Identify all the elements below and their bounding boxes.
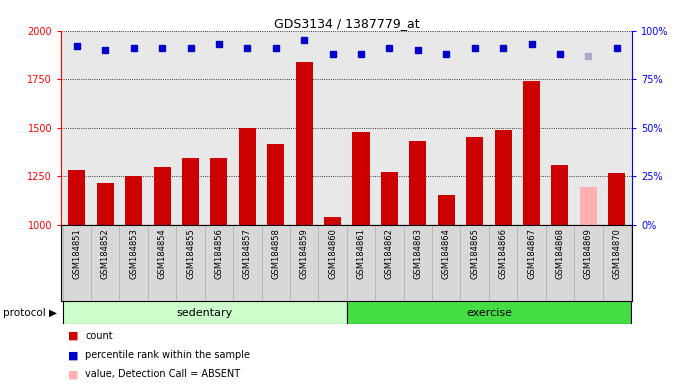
Bar (290, 225, 318, 301)
Text: GSM184853: GSM184853 (129, 228, 138, 279)
Text: GSM184852: GSM184852 (101, 228, 109, 279)
Text: GSM184851: GSM184851 (72, 228, 82, 279)
Bar (205, 225, 233, 301)
Bar (460, 225, 489, 301)
Text: protocol ▶: protocol ▶ (3, 308, 57, 318)
Bar (602, 225, 631, 301)
Bar (262, 225, 290, 301)
Bar (489, 225, 517, 301)
Text: GSM184864: GSM184864 (442, 228, 451, 279)
Bar (324, 217, 341, 225)
Bar (352, 132, 369, 225)
Bar (381, 172, 398, 225)
Bar (210, 158, 227, 225)
Bar (267, 144, 284, 225)
Bar (120, 225, 148, 301)
Bar (318, 225, 347, 301)
Bar (432, 225, 460, 301)
Text: GSM184863: GSM184863 (413, 228, 422, 280)
Text: GSM184858: GSM184858 (271, 228, 280, 279)
Text: GSM184857: GSM184857 (243, 228, 252, 279)
Bar (63, 301, 347, 324)
Bar (494, 130, 511, 225)
Bar (296, 62, 313, 225)
Text: GSM184867: GSM184867 (527, 228, 536, 280)
Bar (580, 187, 597, 225)
Bar (154, 167, 171, 225)
Text: exercise: exercise (466, 308, 512, 318)
Bar (517, 225, 546, 301)
Text: value, Detection Call = ABSENT: value, Detection Call = ABSENT (85, 369, 240, 379)
Title: GDS3134 / 1387779_at: GDS3134 / 1387779_at (274, 17, 420, 30)
Bar (176, 225, 205, 301)
Bar (148, 225, 176, 301)
Bar (233, 225, 262, 301)
Text: GSM184860: GSM184860 (328, 228, 337, 279)
Text: GSM184870: GSM184870 (612, 228, 622, 279)
Text: GSM184861: GSM184861 (356, 228, 366, 279)
Bar (68, 170, 86, 225)
Text: ■: ■ (68, 331, 78, 341)
Bar (91, 225, 120, 301)
Bar (347, 225, 375, 301)
Text: GSM184854: GSM184854 (158, 228, 167, 279)
Text: GSM184856: GSM184856 (214, 228, 224, 279)
Bar (375, 225, 404, 301)
Bar (404, 225, 432, 301)
Bar (97, 183, 114, 225)
Bar (409, 141, 426, 225)
Text: GSM184859: GSM184859 (300, 228, 309, 279)
Bar (438, 195, 455, 225)
Text: sedentary: sedentary (177, 308, 233, 318)
Bar (546, 225, 574, 301)
Text: GSM184866: GSM184866 (498, 228, 507, 280)
Text: ■: ■ (68, 369, 78, 379)
Bar (551, 164, 568, 225)
Bar (523, 81, 540, 225)
Bar (239, 127, 256, 225)
Bar (466, 137, 483, 225)
Bar (608, 173, 626, 225)
Text: percentile rank within the sample: percentile rank within the sample (85, 350, 250, 360)
Text: ■: ■ (68, 350, 78, 360)
Text: GSM184865: GSM184865 (470, 228, 479, 279)
Text: count: count (85, 331, 113, 341)
Text: GSM184869: GSM184869 (584, 228, 593, 279)
Bar (347, 301, 631, 324)
Text: GSM184862: GSM184862 (385, 228, 394, 279)
Bar (182, 158, 199, 225)
Text: GSM184868: GSM184868 (556, 228, 564, 280)
Text: GSM184855: GSM184855 (186, 228, 195, 279)
Bar (125, 176, 142, 225)
Bar (63, 225, 91, 301)
Bar (574, 225, 602, 301)
